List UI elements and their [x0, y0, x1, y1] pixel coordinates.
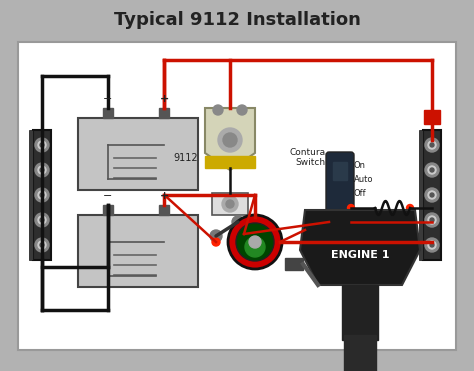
Circle shape: [212, 238, 220, 246]
Circle shape: [428, 216, 436, 224]
Circle shape: [425, 138, 439, 152]
Text: 9112: 9112: [173, 153, 198, 163]
Bar: [212, 193, 248, 215]
Polygon shape: [300, 210, 420, 285]
Circle shape: [430, 243, 434, 247]
Circle shape: [35, 163, 49, 177]
Bar: [103, 108, 113, 118]
Circle shape: [40, 168, 44, 172]
Text: −: −: [103, 191, 113, 201]
Circle shape: [407, 204, 413, 211]
Circle shape: [430, 193, 434, 197]
Bar: [205, 156, 255, 168]
Circle shape: [245, 237, 265, 257]
Circle shape: [40, 193, 44, 197]
Bar: [344, 335, 376, 371]
Bar: [419, 130, 423, 260]
Text: On: On: [354, 161, 366, 170]
Text: +: +: [160, 94, 169, 104]
Circle shape: [425, 238, 439, 252]
Circle shape: [35, 238, 49, 252]
Bar: [159, 205, 169, 215]
Bar: [285, 258, 303, 270]
Bar: [423, 130, 441, 260]
Circle shape: [425, 213, 439, 227]
Circle shape: [347, 219, 355, 226]
Circle shape: [35, 213, 49, 227]
Circle shape: [430, 143, 434, 147]
FancyBboxPatch shape: [326, 152, 354, 218]
Circle shape: [347, 204, 355, 211]
Text: Typical 9112 Installation: Typical 9112 Installation: [114, 11, 360, 29]
Circle shape: [249, 236, 261, 248]
Circle shape: [425, 163, 439, 177]
Circle shape: [38, 141, 46, 149]
Circle shape: [428, 241, 436, 249]
Bar: [29, 130, 33, 260]
Bar: [78, 118, 198, 190]
Text: Contura
Switch: Contura Switch: [290, 148, 326, 167]
Circle shape: [38, 216, 46, 224]
Circle shape: [38, 166, 46, 174]
Circle shape: [210, 230, 222, 242]
Bar: [103, 205, 113, 215]
Circle shape: [35, 138, 49, 152]
Circle shape: [237, 105, 247, 115]
Circle shape: [430, 218, 434, 222]
Circle shape: [428, 141, 436, 149]
Bar: [33, 130, 51, 260]
Circle shape: [232, 216, 244, 228]
Circle shape: [213, 105, 223, 115]
Bar: [424, 110, 440, 124]
Circle shape: [222, 196, 238, 212]
Bar: [18, 42, 456, 350]
Circle shape: [226, 200, 234, 208]
Text: Off: Off: [354, 188, 366, 197]
Circle shape: [35, 188, 49, 202]
Bar: [159, 108, 169, 118]
Text: Auto: Auto: [354, 174, 374, 184]
Circle shape: [240, 230, 248, 238]
Circle shape: [228, 215, 282, 269]
Circle shape: [40, 218, 44, 222]
Bar: [78, 215, 198, 287]
Circle shape: [40, 143, 44, 147]
Circle shape: [428, 191, 436, 199]
Circle shape: [223, 133, 237, 147]
Circle shape: [40, 243, 44, 247]
Text: ENGINE 1: ENGINE 1: [331, 250, 389, 260]
Circle shape: [425, 188, 439, 202]
Circle shape: [236, 223, 274, 261]
Circle shape: [38, 241, 46, 249]
Text: +: +: [160, 191, 169, 201]
Circle shape: [428, 166, 436, 174]
Bar: [342, 285, 378, 340]
Text: −: −: [103, 94, 113, 104]
Circle shape: [218, 128, 242, 152]
Circle shape: [430, 168, 434, 172]
Circle shape: [38, 191, 46, 199]
Bar: [333, 162, 347, 180]
Polygon shape: [205, 108, 255, 170]
